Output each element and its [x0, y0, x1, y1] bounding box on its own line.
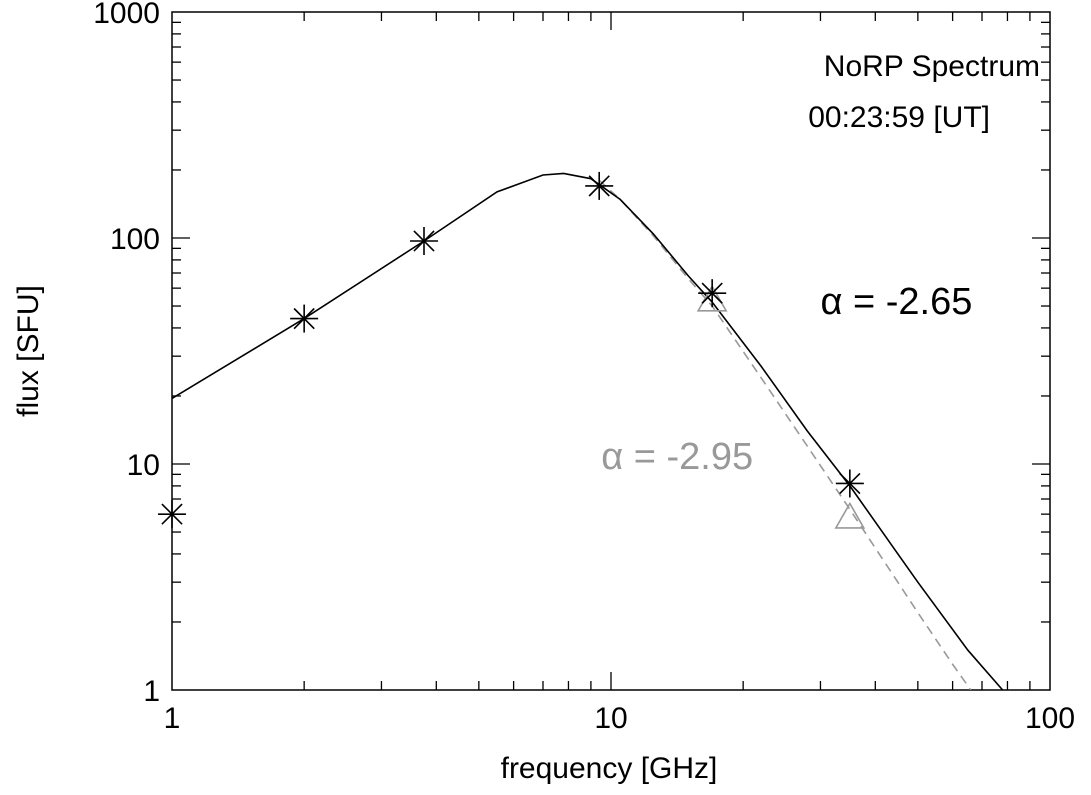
chart-subtitle: 00:23:59 [UT]	[808, 101, 990, 134]
x-tick-label: 10	[594, 702, 627, 735]
x-axis-title: frequency [GHz]	[501, 752, 718, 785]
triangle-marker	[834, 501, 866, 529]
x-tick-label: 1	[164, 702, 181, 735]
y-tick-label: 100	[110, 223, 160, 256]
triangle-marker	[696, 284, 728, 312]
y-axis-title: flux [SFU]	[12, 285, 45, 417]
gray-dashed-fit-line	[598, 179, 972, 690]
asterisk-stroke	[413, 230, 435, 252]
chart-title: NoRP Spectrum	[824, 50, 1040, 83]
asterisk-stroke	[161, 503, 183, 525]
asterisk-marker	[585, 171, 614, 200]
alpha-annotation-black: α = -2.65	[820, 281, 972, 323]
y-axis-ticks: 1 10 100 1000	[93, 0, 1050, 708]
asterisk-stroke	[293, 307, 315, 330]
chart-markers	[158, 171, 866, 529]
black-fit-line	[172, 172, 1004, 690]
asterisk-stroke	[588, 175, 610, 197]
asterisk-stroke	[701, 282, 723, 304]
x-tick-label: 100	[1025, 702, 1075, 735]
y-tick-label: 1	[143, 675, 160, 708]
y-tick-label: 1000	[93, 0, 160, 30]
asterisk-marker	[158, 500, 186, 529]
asterisk-stroke	[839, 472, 861, 495]
asterisk-marker	[290, 304, 319, 333]
x-axis-ticks: 1 10 100	[164, 12, 1075, 735]
y-tick-label: 10	[127, 449, 160, 482]
chart-series	[172, 172, 1004, 690]
asterisk-marker	[409, 226, 438, 255]
asterisk-marker	[835, 469, 864, 498]
asterisk-marker	[698, 279, 727, 308]
alpha-annotation-gray: α = -2.95	[601, 436, 753, 478]
